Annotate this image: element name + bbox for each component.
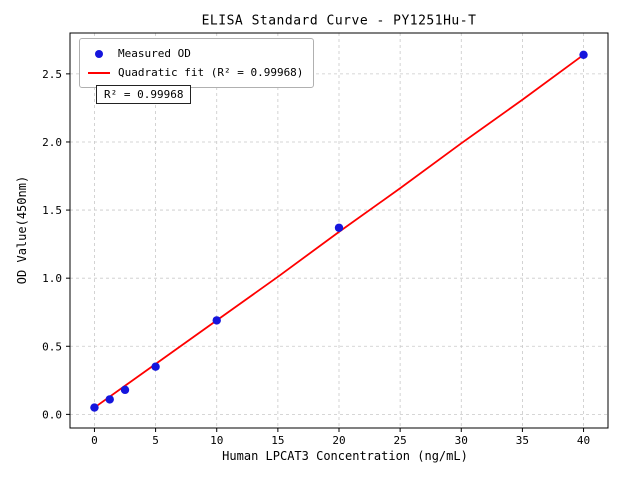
x-tick-label: 10 — [210, 434, 223, 447]
x-tick-label: 35 — [516, 434, 529, 447]
data-point — [90, 403, 99, 412]
legend-label-quadratic-fit: Quadratic fit (R² = 0.99968) — [118, 66, 304, 79]
x-tick-label: 20 — [332, 434, 345, 447]
y-tick-label: 1.5 — [42, 204, 62, 217]
legend-entry-measured-od: Measured OD — [88, 44, 303, 63]
data-point — [151, 362, 160, 371]
scatter-marker-icon — [95, 49, 103, 58]
x-tick-label: 5 — [152, 434, 159, 447]
y-axis-label: OD Value(450nm) — [15, 175, 29, 285]
y-tick-label: 2.0 — [42, 136, 62, 149]
y-tick-label: 1.0 — [42, 272, 62, 285]
legend-label-measured-od: Measured OD — [118, 47, 191, 60]
data-point — [120, 385, 130, 395]
data-point — [212, 316, 221, 325]
x-tick-label: 0 — [91, 434, 98, 447]
y-tick-label: 0.5 — [42, 340, 62, 353]
data-point — [579, 50, 588, 59]
chart-title: ELISA Standard Curve - PY1251Hu-T — [201, 13, 477, 29]
legend: Measured OD Quadratic fit (R² = 0.99968) — [79, 38, 315, 88]
x-axis-label: Human LPCAT3 Concentration (ng/mL) — [222, 449, 468, 463]
x-tick-label: 25 — [394, 434, 407, 447]
y-tick-label: 0.0 — [42, 408, 62, 421]
fit-line-swatch-icon — [88, 71, 110, 74]
x-tick-label: 15 — [271, 434, 284, 447]
x-tick-label: 40 — [577, 434, 590, 447]
y-tick-label: 2.5 — [42, 68, 62, 81]
x-tick-label: 30 — [455, 434, 468, 447]
r-squared-annotation: R² = 0.99968 — [96, 85, 192, 104]
data-point — [334, 223, 344, 232]
legend-entry-quadratic-fit: Quadratic fit (R² = 0.99968) — [88, 63, 303, 82]
data-point — [105, 395, 114, 404]
